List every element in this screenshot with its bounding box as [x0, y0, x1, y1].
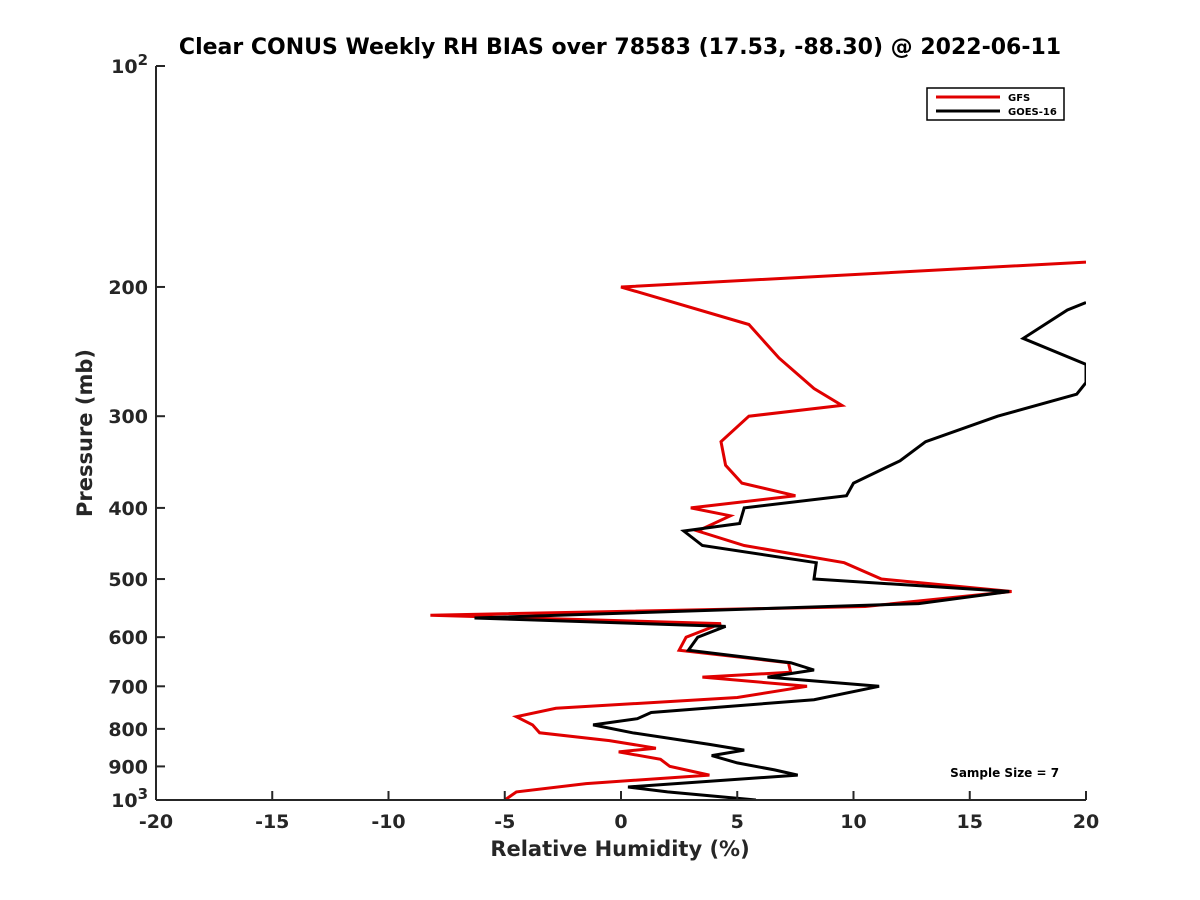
- sample-size-annotation: Sample Size = 7: [950, 766, 1059, 780]
- legend: GFS GOES-16: [926, 87, 1065, 121]
- series-line-gfs: [430, 260, 1086, 800]
- y-tick-label: 700: [108, 676, 148, 698]
- plot-area: [156, 66, 1086, 800]
- y-tick-label: 200: [108, 277, 148, 299]
- axes-layer: -20 -15 -10 -5 0 5 10 15 20 102 200 300 400 500 600 700…: [108, 51, 1099, 833]
- legend-label: GOES-16: [1008, 107, 1057, 118]
- y-tick-label: 102: [111, 51, 148, 78]
- y-tick-label: 400: [108, 498, 148, 520]
- y-tick-label: 500: [108, 569, 148, 591]
- x-tick-label: 15: [957, 811, 983, 833]
- chart-title: Clear CONUS Weekly RH BIAS over 78583 (1…: [179, 35, 1061, 60]
- y-axis-label: Pressure (mb): [73, 349, 97, 517]
- x-tick-label: -15: [255, 811, 289, 833]
- series-line-goes-16: [474, 301, 1086, 800]
- x-tick-label: -10: [371, 811, 405, 833]
- y-tick-label: 600: [108, 627, 148, 649]
- y-tick-label: 900: [108, 756, 148, 778]
- y-tick-label: 800: [108, 719, 148, 741]
- series-layer: [430, 260, 1086, 800]
- x-tick-label: -5: [494, 811, 515, 833]
- x-tick-label: 10: [840, 811, 866, 833]
- annotations: Sample Size = 7: [950, 766, 1059, 780]
- x-tick-label: 5: [731, 811, 744, 833]
- x-tick-label: 0: [614, 811, 627, 833]
- x-tick-label: -20: [139, 811, 173, 833]
- plot-background: [156, 66, 1086, 800]
- legend-box: [926, 87, 1065, 121]
- y-tick-label: 103: [111, 785, 148, 812]
- legend-label: GFS: [1008, 93, 1030, 104]
- x-tick-label: 20: [1073, 811, 1099, 833]
- x-axis-label: Relative Humidity (%): [490, 837, 749, 861]
- y-tick-label: 300: [108, 406, 148, 428]
